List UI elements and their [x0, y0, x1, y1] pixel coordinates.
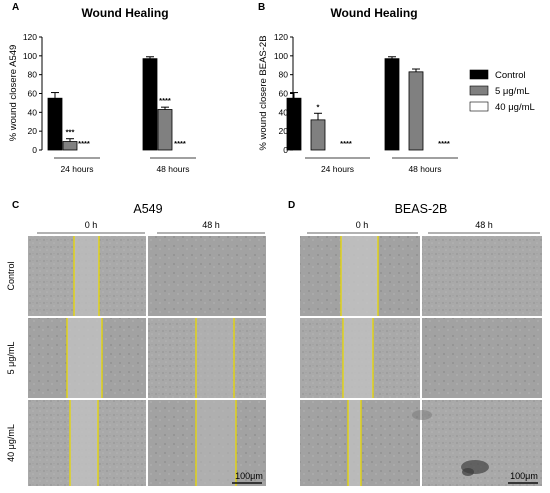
significance-label: **** [340, 139, 352, 148]
bar [408, 71, 424, 151]
micrograph-row-control: Control [6, 261, 16, 290]
y-tick-label: 80 [28, 70, 38, 80]
significance-label: * [317, 102, 320, 111]
legend-swatch-5ug [469, 85, 489, 96]
y-tick-label: 120 [274, 32, 288, 42]
y-axis-label: % wound closere BEAS-2B [258, 35, 269, 150]
micrograph-grid-beas2b [300, 236, 542, 486]
panel-b-letter: B [258, 2, 265, 13]
panel-d-letter: D [288, 200, 295, 211]
micrograph-row-40ug: 40 μg/mL [6, 424, 16, 462]
y-tick-label: 20 [28, 126, 38, 136]
legend-label-5ug: 5 μg/mL [495, 86, 530, 97]
bar [157, 109, 173, 151]
x-category-label: 48 hours [156, 164, 189, 174]
legend-swatch-40ug [469, 101, 489, 112]
legend-swatch-control [469, 69, 489, 80]
micrograph-c-title: A549 [133, 202, 162, 216]
chart-b-title: Wound Healing [330, 6, 417, 20]
x-category-label: 48 hours [408, 164, 441, 174]
y-tick-label: 120 [23, 32, 37, 42]
x-category-label: 24 hours [321, 164, 354, 174]
y-tick-label: 40 [279, 107, 289, 117]
bar [286, 97, 302, 151]
significance-label: **** [159, 96, 171, 105]
y-tick-label: 60 [28, 89, 38, 99]
micrograph-d-title: BEAS-2B [395, 202, 448, 216]
micrograph-c-col-0h: 0 h [85, 220, 98, 230]
panel-a-letter: A [12, 2, 19, 13]
micrograph-d-col-48h: 48 h [475, 220, 493, 230]
bar [47, 97, 63, 151]
micrograph-d-col-0h: 0 h [356, 220, 369, 230]
x-category-label: 24 hours [60, 164, 93, 174]
scale-bar-d-label: 100μm [510, 471, 538, 481]
significance-label: **** [438, 139, 450, 148]
y-tick-label: 40 [28, 107, 38, 117]
legend-label-40ug: 40 μg/mL [495, 102, 535, 113]
scale-bar-c-label: 100μm [235, 471, 263, 481]
chart-a-title: Wound Healing [81, 6, 168, 20]
bar [310, 119, 326, 151]
y-axis-label: % wound closere A549 [8, 45, 19, 142]
y-tick-label: 20 [279, 126, 289, 136]
micrograph-grid-a549 [28, 236, 266, 486]
significance-label: *** [66, 128, 75, 137]
panel-c-letter: C [12, 200, 19, 211]
y-tick-label: 60 [279, 89, 289, 99]
micrograph-row-5ug: 5 μg/mL [6, 342, 16, 375]
y-tick-label: 100 [274, 51, 288, 61]
y-tick-label: 0 [32, 145, 37, 155]
y-tick-label: 80 [279, 70, 289, 80]
significance-label: **** [78, 139, 90, 148]
bar [142, 58, 158, 151]
y-tick-label: 100 [23, 51, 37, 61]
bar [62, 141, 78, 151]
significance-label: **** [174, 139, 186, 148]
legend-label-control: Control [495, 70, 526, 81]
bar [384, 58, 400, 151]
legend: Control 5 μg/mL 40 μg/mL [469, 69, 535, 113]
micrograph-c-col-48h: 48 h [202, 220, 220, 230]
y-tick-label: 0 [283, 145, 288, 155]
